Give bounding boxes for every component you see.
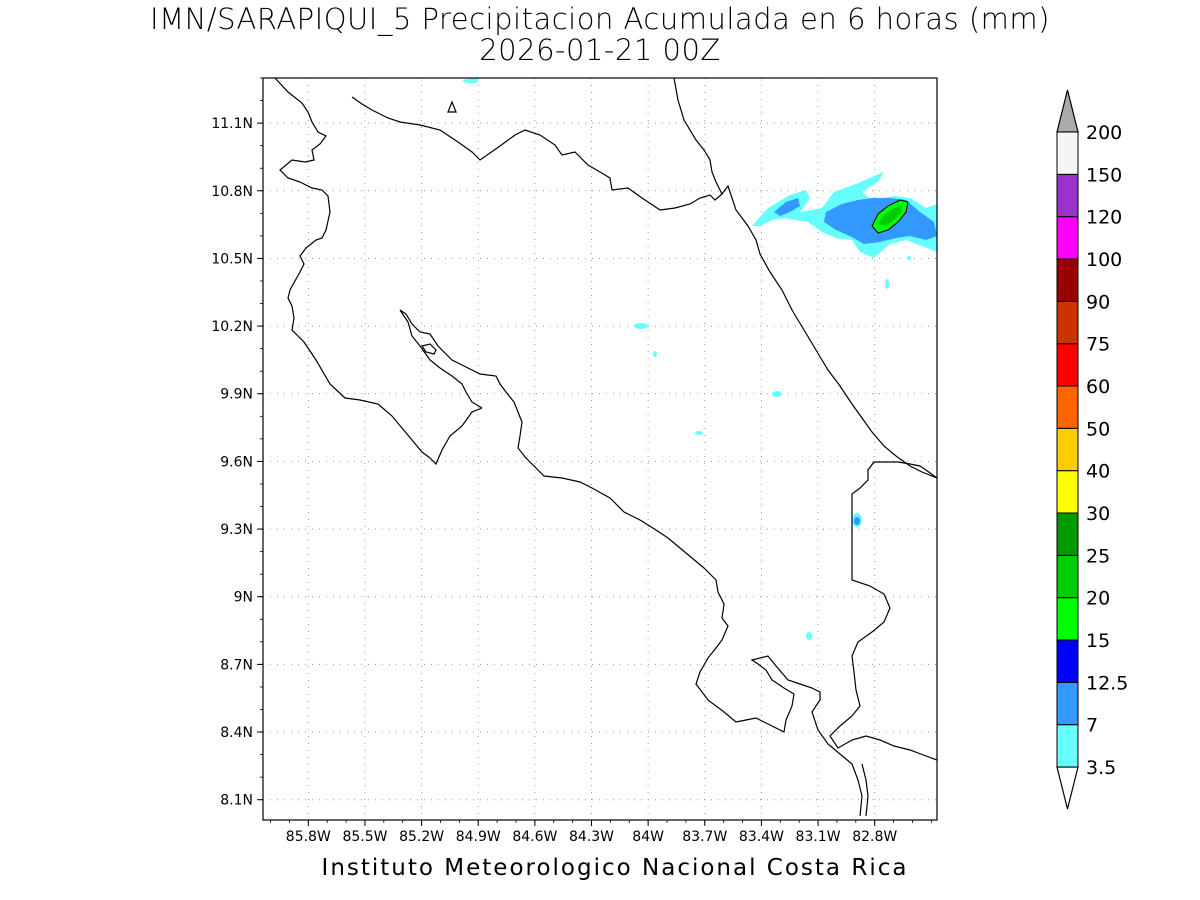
panama-border (829, 461, 937, 761)
precip-cell (907, 256, 911, 260)
colorbar-arrow-top (1056, 89, 1079, 133)
x-tick-label: 83.1W (796, 829, 841, 845)
x-tick-label: 84.6W (512, 829, 557, 845)
y-tick-label: 9N (234, 590, 253, 606)
map-grid (263, 78, 937, 820)
colorbar-label: 200 (1086, 122, 1122, 144)
precip-cell (806, 632, 812, 640)
precip-cell-core (854, 517, 860, 525)
colorbar-box (1056, 724, 1079, 768)
colorbar-arrow-bottom (1056, 766, 1079, 810)
x-tick-label: 85.8W (286, 829, 331, 845)
colorbar-box (1056, 300, 1079, 345)
y-tick-label: 8.7N (220, 657, 253, 673)
colorbar-label: 12.5 (1086, 672, 1128, 694)
colorbar-box (1056, 216, 1079, 260)
footer-credit: Instituto Meteorologico Nacional Costa R… (321, 855, 909, 881)
pacific-coast-north (274, 78, 483, 466)
x-tick-label: 84.3W (569, 829, 614, 845)
colorbar-label: 100 (1086, 249, 1122, 271)
colorbar-box (1056, 512, 1079, 556)
colorbar-label: 50 (1086, 418, 1110, 440)
map-axes: 85.8W 85.5W 85.2W 84.9W 84.6W 84.3W 84W 83.7W 83… (211, 77, 932, 845)
colorbar-label: 120 (1086, 207, 1122, 229)
x-tick-label: 83.4W (739, 829, 784, 845)
coastlines (274, 78, 937, 817)
y-tick-label: 10.2N (211, 319, 253, 335)
colorbar-label: 40 (1086, 461, 1110, 483)
precip-top-edge (462, 78, 480, 83)
colorbar-box (1056, 173, 1079, 218)
colorbar-box (1056, 639, 1079, 683)
colorbar-label: 25 (1086, 545, 1110, 567)
x-tick-label: 85.2W (399, 829, 444, 845)
map-frame (262, 77, 938, 821)
small-island (447, 100, 457, 113)
colorbar-label: 90 (1086, 291, 1110, 313)
nicoya-gulf (399, 309, 863, 817)
y-tick-label: 10.8N (211, 184, 253, 200)
y-tick-label: 8.4N (220, 725, 253, 741)
colorbar-label: 60 (1086, 376, 1110, 398)
colorbar-box (1056, 385, 1079, 429)
precip-cell (695, 431, 703, 435)
colorbar-box (1056, 470, 1079, 514)
colorbar-box (1056, 597, 1079, 641)
y-tick-label: 9.9N (220, 387, 253, 403)
precip-cell (634, 323, 648, 329)
colorbar-label: 75 (1086, 334, 1110, 356)
colorbar-label: 3.5 (1086, 757, 1116, 779)
precip-band-west-core (774, 198, 800, 216)
x-tick-label: 85.5W (342, 829, 387, 845)
colorbar-label: 20 (1086, 588, 1110, 610)
colorbar-label: 7 (1086, 715, 1098, 737)
colorbar-box (1056, 681, 1079, 726)
colorbar-label: 150 (1086, 164, 1122, 186)
precip-max-green-inner (878, 205, 902, 226)
chira-island (421, 343, 437, 355)
x-tick-label: 84.9W (456, 829, 501, 845)
nicaragua-border (351, 96, 723, 211)
y-tick-label: 9.3N (220, 522, 253, 538)
x-tick-label: 84W (632, 829, 664, 845)
y-tick-label: 8.1N (220, 793, 253, 809)
y-tick-label: 11.1N (211, 116, 253, 132)
map-title: IMN/SARAPIQUI_5 Precipitacion Acumulada … (150, 2, 1050, 36)
caribbean-coast (673, 78, 937, 479)
colorbar-label: 15 (1086, 630, 1110, 652)
colorbar: 3.5 7 12.5 15 20 25 30 40 50 60 75 90 100 120 150 200 (1056, 89, 1128, 810)
burica-peninsula (861, 763, 869, 817)
x-tick-label: 82.8W (852, 829, 897, 845)
map-datetime: 2026-01-21 00Z (479, 33, 721, 67)
precip-cell (772, 391, 782, 397)
y-tick-label: 9.6N (220, 454, 253, 470)
colorbar-box (1056, 554, 1079, 599)
y-tick-label: 10.5N (211, 251, 253, 267)
colorbar-label: 30 (1086, 503, 1110, 525)
colorbar-box (1056, 343, 1079, 387)
colorbar-box (1056, 258, 1079, 302)
colorbar-box (1056, 427, 1079, 472)
precip-cell (885, 279, 889, 289)
colorbar-box (1056, 131, 1079, 175)
precip-shading (462, 78, 937, 640)
x-tick-label: 83.7W (682, 829, 727, 845)
precip-cell (653, 351, 657, 357)
